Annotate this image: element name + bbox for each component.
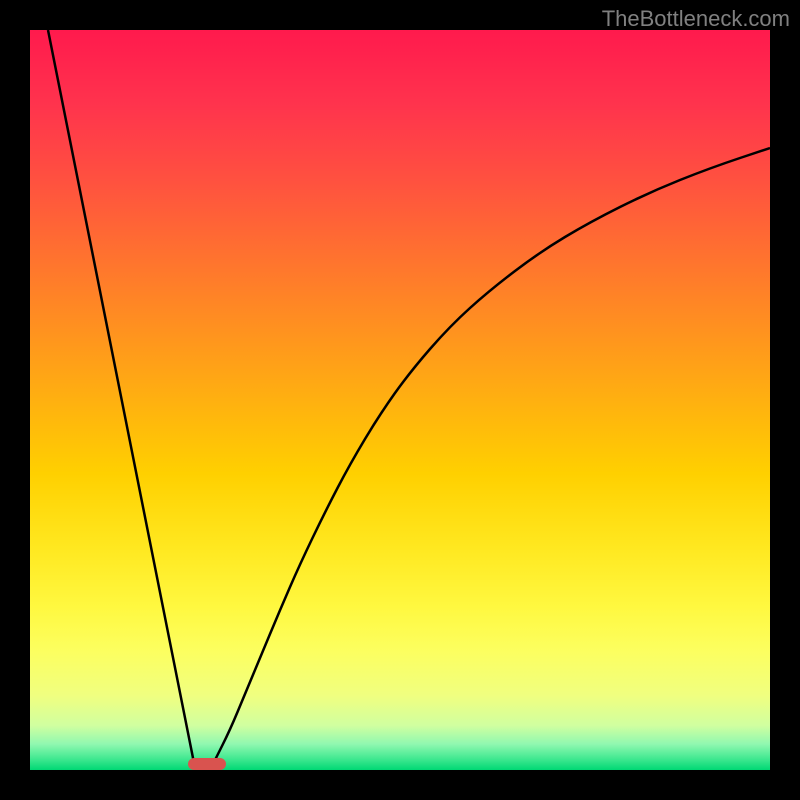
chart-container: TheBottleneck.com bbox=[0, 0, 800, 800]
gradient-background bbox=[30, 30, 770, 770]
optimum-marker bbox=[188, 758, 226, 770]
plot-area bbox=[30, 30, 770, 770]
watermark-text: TheBottleneck.com bbox=[602, 6, 790, 32]
